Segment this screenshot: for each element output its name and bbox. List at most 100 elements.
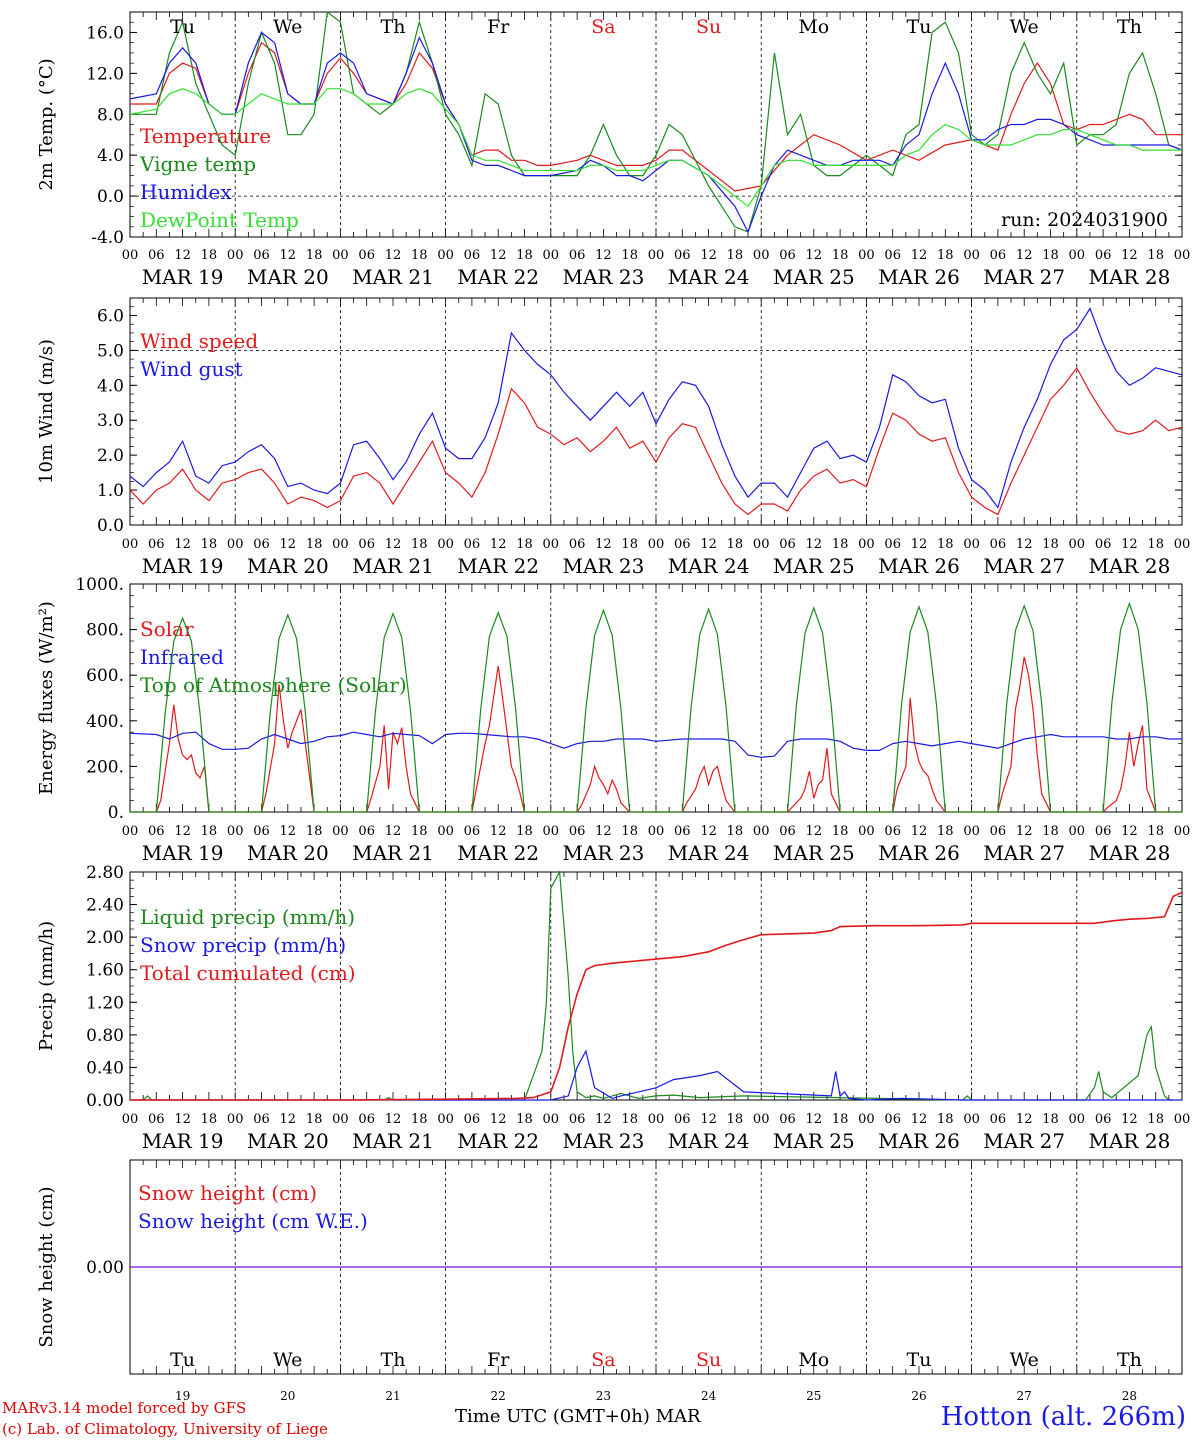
date-label: MAR 27	[983, 554, 1065, 578]
hour-tick-label: 00	[648, 824, 665, 839]
day-name-label: Th	[381, 16, 406, 38]
date-label: MAR 20	[247, 1129, 329, 1153]
day-number-label: 24	[701, 1389, 717, 1403]
hour-tick-label: 00	[858, 1112, 875, 1127]
hour-tick-label: 06	[358, 537, 375, 552]
day-name-label: Tu	[907, 16, 932, 38]
hour-tick-label: 00	[1174, 1112, 1191, 1127]
y-tick-label: 0.00	[86, 1258, 124, 1278]
hour-tick-label: 06	[884, 824, 901, 839]
y-tick-label: 1.60	[86, 961, 124, 981]
date-label: MAR 26	[878, 265, 960, 289]
hour-tick-label: 18	[727, 537, 744, 552]
hour-tick-label: 06	[569, 1112, 586, 1127]
hour-tick-label: 12	[595, 824, 612, 839]
hour-tick-label: 00	[1069, 1112, 1086, 1127]
hour-tick-label: 12	[806, 1112, 823, 1127]
hour-tick-label: 06	[358, 248, 375, 263]
day-number-label: 28	[1122, 1389, 1137, 1403]
hour-tick-label: 12	[595, 248, 612, 263]
y-tick-label: 1.0	[97, 481, 124, 501]
hour-tick-label: 06	[990, 824, 1007, 839]
hour-tick-label: 06	[779, 537, 796, 552]
hour-tick-label: 06	[148, 824, 165, 839]
hour-tick-label: 06	[358, 824, 375, 839]
day-name-label: Th	[1117, 16, 1142, 38]
date-label: MAR 19	[142, 841, 224, 865]
hour-tick-label: 12	[700, 1112, 717, 1127]
day-number-label: 27	[1017, 1389, 1032, 1403]
hour-tick-label: 18	[937, 248, 954, 263]
hour-tick-label: 18	[727, 1112, 744, 1127]
y-tick-label: 600.	[86, 666, 124, 686]
model-note: MARv3.14 model forced by GFS	[2, 1399, 247, 1417]
hour-tick-label: 06	[464, 248, 481, 263]
date-label: MAR 28	[1089, 554, 1171, 578]
day-number-label: 25	[806, 1389, 821, 1403]
hour-tick-label: 18	[306, 537, 323, 552]
hour-tick-label: 00	[1174, 824, 1191, 839]
hour-tick-label: 12	[385, 1112, 402, 1127]
day-number-label: 19	[175, 1389, 190, 1403]
hour-tick-label: 00	[858, 248, 875, 263]
hour-tick-label: 12	[174, 248, 191, 263]
day-name-label: Th	[381, 1349, 406, 1371]
date-label: MAR 25	[773, 1129, 855, 1153]
y-tick-label: 4.0	[97, 146, 124, 166]
hour-tick-label: 18	[306, 248, 323, 263]
hour-tick-label: 00	[122, 248, 139, 263]
hour-tick-label: 06	[990, 248, 1007, 263]
y-tick-label: 200.	[86, 757, 124, 777]
day-name-label: Su	[696, 1349, 721, 1371]
hour-tick-label: 18	[621, 824, 638, 839]
hour-tick-label: 06	[148, 1112, 165, 1127]
legend-wind-gust: Wind gust	[140, 357, 243, 381]
y-tick-label: 5.0	[97, 341, 124, 361]
legend-snow-precip-mm-h-: Snow precip (mm/h)	[140, 933, 346, 957]
legend-wind-speed: Wind speed	[140, 329, 258, 353]
hour-tick-label: 12	[1121, 824, 1138, 839]
y-tick-label: 0.40	[86, 1058, 124, 1078]
hour-tick-label: 06	[1095, 824, 1112, 839]
hour-tick-label: 06	[253, 824, 270, 839]
hour-tick-label: 06	[1095, 248, 1112, 263]
y-axis-label: Energy fluxes (W/m²)	[36, 601, 57, 795]
hour-tick-label: 00	[122, 824, 139, 839]
hour-tick-label: 06	[779, 1112, 796, 1127]
hour-tick-label: 06	[464, 1112, 481, 1127]
station-name: Hotton (alt. 266m)	[940, 1402, 1186, 1432]
hour-tick-label: 18	[832, 1112, 849, 1127]
date-label: MAR 19	[142, 1129, 224, 1153]
date-label: MAR 25	[773, 265, 855, 289]
hour-tick-label: 00	[227, 824, 244, 839]
date-label: MAR 28	[1089, 1129, 1171, 1153]
hour-tick-label: 12	[806, 824, 823, 839]
date-label: MAR 28	[1089, 265, 1171, 289]
x-axis-title: Time UTC (GMT+0h) MAR	[455, 1406, 701, 1427]
hour-tick-label: 00	[858, 537, 875, 552]
y-tick-label: 8.0	[97, 105, 124, 125]
date-label: MAR 19	[142, 554, 224, 578]
legend-vigne-temp: Vigne temp	[139, 152, 256, 176]
hour-tick-label: 12	[385, 824, 402, 839]
day-name-label: Sa	[591, 16, 615, 38]
y-tick-label: 0.	[108, 803, 124, 823]
y-tick-label: 6.0	[97, 306, 124, 326]
hour-tick-label: 06	[884, 1112, 901, 1127]
series-line-total-cumulated-cm-	[130, 891, 1183, 1101]
hour-tick-label: 18	[516, 248, 533, 263]
hour-tick-label: 18	[411, 824, 428, 839]
series-line-infrared	[129, 731, 1182, 758]
hour-tick-label: 18	[832, 824, 849, 839]
hour-tick-label: 00	[1069, 248, 1086, 263]
hour-tick-label: 12	[700, 824, 717, 839]
run-annotation: run: 2024031900	[1001, 209, 1168, 231]
y-tick-label: 12.0	[86, 64, 124, 84]
legend-total-cumulated-cm-: Total cumulated (cm)	[140, 961, 356, 985]
y-tick-label: 400.	[86, 712, 124, 732]
date-label: MAR 23	[563, 841, 645, 865]
y-axis-label: Precip (mm/h)	[36, 921, 57, 1051]
hour-tick-label: 12	[174, 1112, 191, 1127]
date-label: MAR 23	[563, 1129, 645, 1153]
y-tick-label: 0.80	[86, 1026, 124, 1046]
